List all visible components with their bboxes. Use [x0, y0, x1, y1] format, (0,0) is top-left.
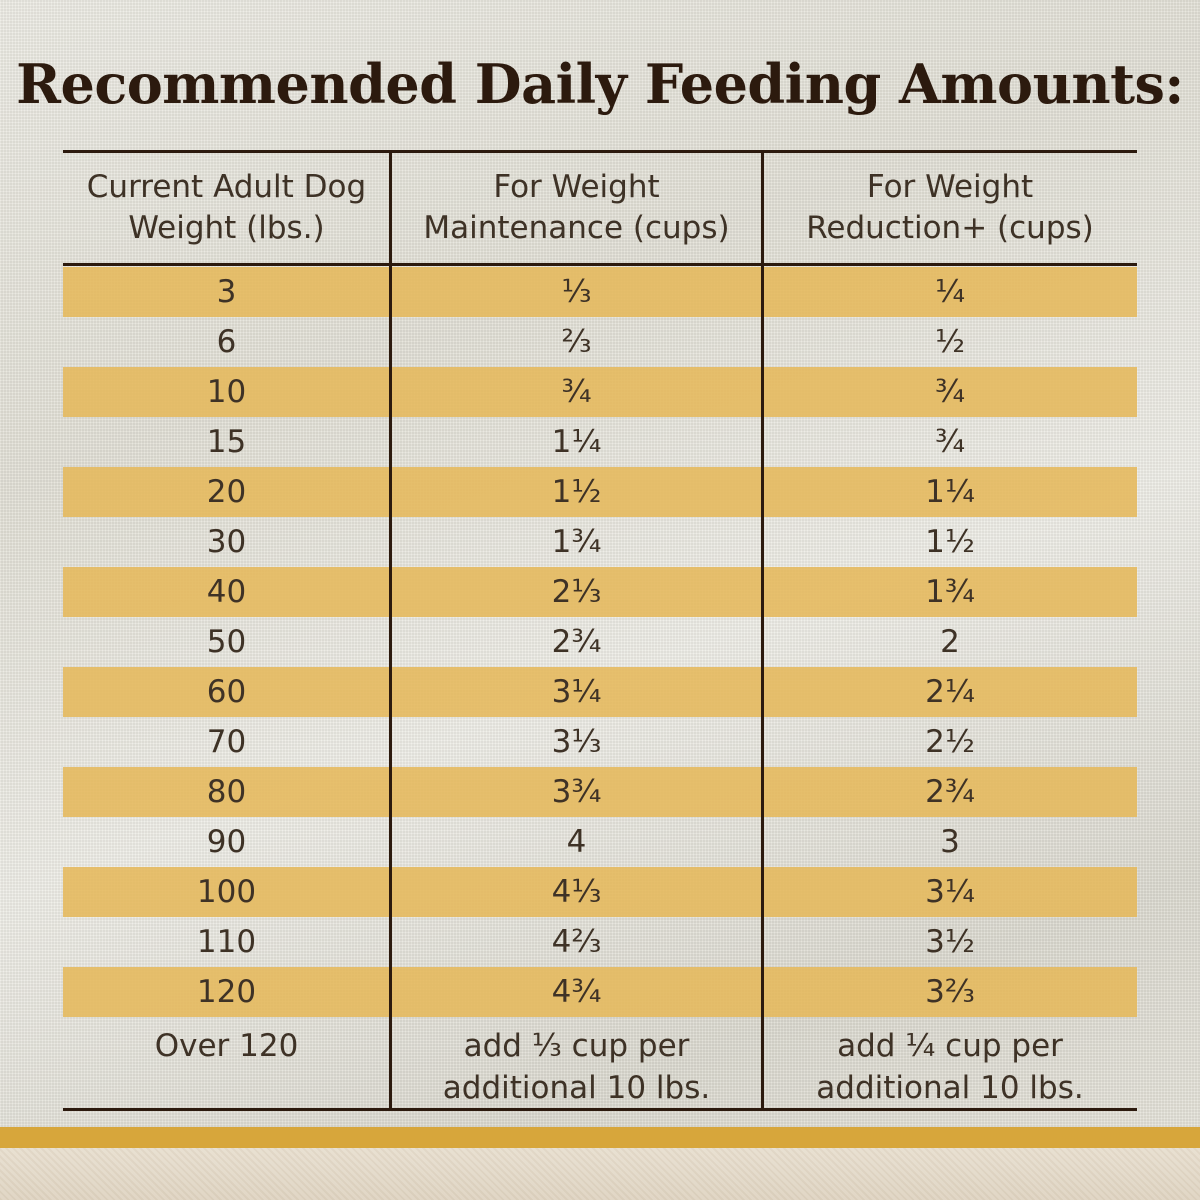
table-row: 6 ⅔ ½	[63, 317, 1137, 367]
cell-maintenance: 4⅓	[551, 874, 602, 910]
table-row: 15 1¼ ¾	[63, 417, 1137, 467]
cell-reduction: 2¼	[925, 674, 975, 710]
cell-maintenance: 4	[566, 824, 587, 860]
cell-reduction: 1¾	[925, 574, 975, 610]
cell-maintenance: 3¾	[551, 774, 602, 810]
cell-maintenance: ⅓	[561, 274, 592, 310]
cell-dog-weight: 30	[206, 524, 247, 560]
feeding-table: Current Adult Dog Weight (lbs.) For Weig…	[63, 150, 1137, 1112]
cell-reduction: 3½	[925, 924, 975, 960]
table-row: 10 ¾ ¾	[63, 367, 1137, 417]
cell-dog-weight: 120	[196, 974, 257, 1010]
cell-reduction: 2	[940, 624, 960, 660]
cell-maintenance: 3¼	[551, 674, 602, 710]
cell-dog-weight: 90	[206, 824, 247, 860]
cell-dog-weight: 80	[206, 774, 247, 810]
cell-reduction: 3¼	[925, 874, 975, 910]
cell-maintenance: 1¼	[551, 424, 602, 460]
table-top-rule	[63, 150, 1137, 153]
column-divider-1	[389, 150, 392, 1111]
table-body: 3 ⅓ ¼ 6 ⅔ ½ 10 ¾ ¾ 15 1¼ ¾ 20 1½ 1¼ 30 1¾ 1½ 40 2⅓ 1¾ 50 2¾ 2 60…	[63, 267, 1137, 1107]
table-row: 90 4 3	[63, 817, 1137, 867]
table-bottom-rule	[63, 1108, 1137, 1111]
cell-maintenance: ¾	[561, 374, 592, 410]
table-row: 80 3¾ 2¾	[63, 767, 1137, 817]
cell-maintenance: 1¾	[551, 524, 602, 560]
table-row: 30 1¾ 1½	[63, 517, 1137, 567]
cell-dog-weight: 20	[206, 474, 247, 510]
table-row: 120 4¾ 3⅔	[63, 967, 1137, 1017]
cell-maintenance: 1½	[551, 474, 602, 510]
cell-reduction: add ¼ cup per additional 10 lbs.	[816, 1028, 1084, 1106]
cell-maintenance: 2⅓	[551, 574, 602, 610]
header-reduction: For Weight Reduction+ (cups)	[806, 169, 1094, 246]
cell-maintenance: 4¾	[551, 974, 602, 1010]
cell-maintenance: 4⅔	[551, 924, 602, 960]
cell-reduction: 3	[940, 824, 960, 860]
cell-dog-weight: 10	[206, 374, 247, 410]
cell-dog-weight: Over 120	[154, 1028, 299, 1064]
table-row: 60 3¼ 2¼	[63, 667, 1137, 717]
cell-dog-weight: 50	[206, 624, 247, 660]
cell-reduction: ¼	[934, 274, 966, 310]
page-title: Recommended Daily Feeding Amounts:	[16, 52, 1184, 116]
table-row: 3 ⅓ ¼	[63, 267, 1137, 317]
cell-dog-weight: 110	[196, 924, 257, 960]
cell-dog-weight: 100	[196, 874, 257, 910]
column-divider-2	[761, 150, 764, 1111]
cell-reduction: 2½	[925, 724, 975, 760]
table-row: 50 2¾ 2	[63, 617, 1137, 667]
table-row: 70 3⅓ 2½	[63, 717, 1137, 767]
table-row-over-120: Over 120 add ⅓ cup per additional 10 lbs.…	[63, 1017, 1137, 1107]
table-row: 20 1½ 1¼	[63, 467, 1137, 517]
table-header: Current Adult Dog Weight (lbs.) For Weig…	[63, 153, 1137, 263]
cell-reduction: 3⅔	[925, 974, 975, 1010]
cell-reduction: ¾	[934, 424, 966, 460]
table-row: 100 4⅓ 3¼	[63, 867, 1137, 917]
table-row: 110 4⅔ 3½	[63, 917, 1137, 967]
cell-dog-weight: 3	[216, 274, 237, 310]
cell-reduction: 1¼	[925, 474, 975, 510]
table-header-rule	[63, 263, 1137, 266]
sand-strip	[0, 1148, 1200, 1200]
cell-maintenance: ⅔	[561, 324, 592, 360]
cell-dog-weight: 70	[206, 724, 247, 760]
cell-dog-weight: 15	[206, 424, 247, 460]
cell-maintenance: add ⅓ cup per additional 10 lbs.	[442, 1028, 711, 1106]
header-dog-weight: Current Adult Dog Weight (lbs.)	[86, 169, 367, 246]
cell-dog-weight: 60	[206, 674, 247, 710]
cell-reduction: 1½	[925, 524, 975, 560]
cell-reduction: 2¾	[925, 774, 975, 810]
cell-maintenance: 3⅓	[551, 724, 602, 760]
cell-reduction: ¾	[934, 374, 966, 410]
gold-band	[0, 1127, 1200, 1148]
cell-maintenance: 2¾	[551, 624, 602, 660]
header-maintenance: For Weight Maintenance (cups)	[423, 169, 730, 246]
cell-reduction: ½	[934, 324, 966, 360]
cell-dog-weight: 6	[216, 324, 237, 360]
cell-dog-weight: 40	[206, 574, 247, 610]
table-row: 40 2⅓ 1¾	[63, 567, 1137, 617]
